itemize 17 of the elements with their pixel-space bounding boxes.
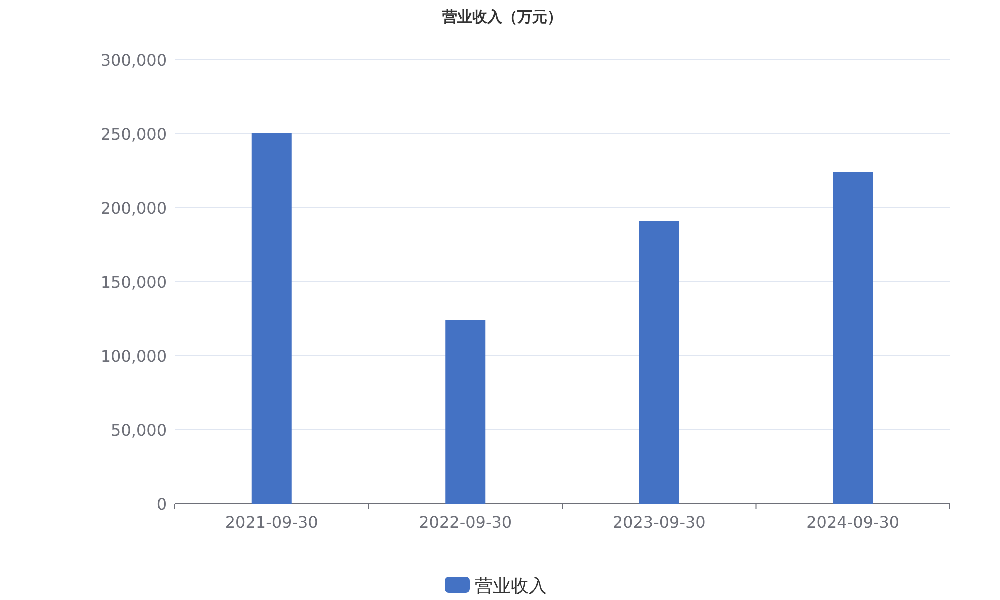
bar [833,172,874,504]
x-tick-label: 2024-09-30 [806,513,900,532]
y-tick-label: 300,000 [100,51,167,70]
bar [252,133,292,504]
y-tick-label: 250,000 [100,125,167,144]
y-tick-label: 100,000 [100,347,167,366]
bar [446,320,486,504]
chart-title: 营业收入（万元） [442,8,562,26]
x-tick-label: 2021-09-30 [225,513,318,532]
y-tick-label: 0 [156,495,167,514]
x-tick-label: 2023-09-30 [612,513,706,532]
bar [639,221,680,504]
y-tick-label: 50,000 [111,421,167,440]
x-tick-label: 2022-09-30 [419,513,512,532]
legend-label: 营业收入 [475,576,547,597]
y-tick-label: 150,000 [100,273,167,292]
y-tick-label: 200,000 [100,199,167,218]
